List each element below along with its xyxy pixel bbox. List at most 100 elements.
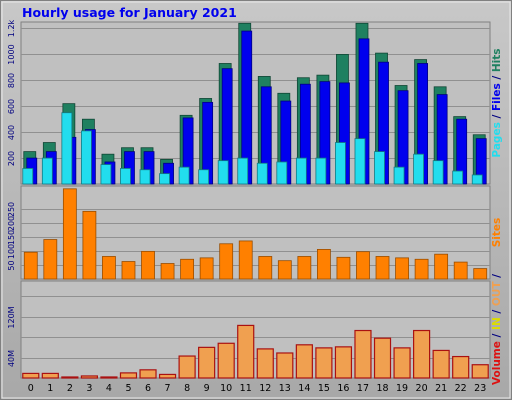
panel-usage: 200 400 600 800 1000 1.2k Pages / Files / Hits	[7, 19, 503, 185]
bar-pages-1	[41, 157, 53, 185]
bar-pages-21	[432, 160, 444, 185]
bar-volume-10	[217, 342, 235, 379]
side-label-part: Files	[491, 83, 503, 111]
x-tick-label-5: 5	[125, 383, 131, 394]
bar-volume-17	[354, 329, 372, 379]
bar-sites-23	[473, 268, 488, 280]
bar-sites-0	[23, 251, 38, 280]
x-tick-label-9: 9	[204, 383, 210, 394]
bar-volume-18	[373, 337, 392, 379]
x-axis-tick-labels: 0 1 2 3 4 5 6 7 8 9 10 11 12 13 14 15 16 17 18 19 20 21 22 23	[28, 383, 487, 394]
bar-sites-11	[238, 240, 253, 280]
x-tick-label-8: 8	[184, 383, 190, 394]
bar-pages-15	[315, 157, 327, 185]
bar-pages-2	[61, 112, 73, 185]
bar-pages-3	[80, 130, 92, 185]
side-label-part: OUT	[491, 281, 503, 306]
panels-layer: 200 400 600 800 1000 1.2k Pages / Files / Hits…	[7, 19, 503, 385]
x-tick-label-0: 0	[28, 383, 34, 394]
bar-volume-22	[452, 355, 470, 379]
x-tick-label-10: 10	[220, 383, 232, 394]
bar-pages-6	[139, 169, 151, 185]
bar-volume-23	[471, 364, 489, 379]
panel-volume-tick-label: 40M	[7, 350, 16, 367]
x-tick-label-19: 19	[396, 383, 408, 394]
bar-pages-20	[413, 153, 425, 185]
side-label-part: IN	[491, 317, 503, 330]
x-tick-label-18: 18	[376, 383, 388, 394]
panel-usage-tick-label: 400	[7, 125, 16, 140]
bar-volume-14	[295, 344, 313, 379]
bar-sites-7	[160, 263, 175, 280]
panel-volume-tick-label: 120M	[7, 306, 16, 328]
panel-sites-tick-label: 150	[7, 230, 16, 245]
bar-pages-18	[374, 151, 385, 185]
side-label-part: /	[491, 72, 503, 83]
x-tick-label-22: 22	[455, 383, 467, 394]
bar-sites-16	[336, 256, 351, 280]
panel-usage-tick-label: 600	[7, 99, 16, 114]
bar-pages-9	[198, 169, 210, 185]
bar-pages-13	[276, 161, 288, 185]
bar-pages-4	[100, 164, 112, 185]
bar-volume-4	[100, 376, 118, 379]
bar-pages-16	[335, 142, 346, 185]
bar-pages-10	[217, 160, 229, 185]
bar-volume-5	[119, 372, 138, 379]
bar-pages-8	[178, 166, 190, 185]
side-label-part: Volume	[491, 341, 503, 385]
bar-sites-1	[43, 239, 58, 280]
bar-pages-19	[393, 166, 405, 185]
side-label-part: /	[491, 306, 503, 317]
x-tick-label-1: 1	[47, 383, 53, 394]
bar-sites-21	[434, 253, 449, 280]
x-tick-label-12: 12	[259, 383, 271, 394]
x-tick-label-13: 13	[279, 383, 291, 394]
side-label-part: Pages	[491, 122, 503, 157]
bar-sites-17	[356, 251, 370, 280]
bar-volume-16	[334, 346, 353, 379]
panel-sites-tick-label: 100	[7, 244, 16, 259]
x-tick-label-3: 3	[86, 383, 92, 394]
bar-volume-8	[178, 355, 196, 379]
panel-volume-side-label: Volume / IN / OUT /	[491, 274, 503, 385]
bar-sites-14	[297, 256, 312, 280]
bar-sites-13	[277, 260, 292, 280]
bar-volume-15	[315, 347, 333, 379]
panel-sites-side-label: Sites	[491, 218, 503, 248]
bar-volume-3	[80, 375, 98, 379]
x-tick-label-4: 4	[106, 383, 112, 394]
side-label-part: /	[491, 330, 503, 341]
bar-sites-10	[219, 243, 234, 280]
chart-frame-inner	[1, 1, 511, 399]
chart-title: Hourly usage for January 2021	[22, 5, 237, 20]
bar-volume-0	[22, 372, 40, 379]
panel-sites-tick-label: 200	[7, 216, 16, 231]
bar-sites-19	[395, 257, 409, 280]
x-tick-label-17: 17	[357, 383, 369, 394]
bar-sites-22	[453, 261, 468, 280]
bar-sites-8	[180, 258, 195, 280]
panel-sites-tick-label: 50	[7, 260, 16, 270]
panel-usage-tick-label: 200	[7, 151, 16, 166]
bar-sites-3	[82, 210, 97, 280]
bar-volume-9	[198, 346, 216, 379]
side-label-part: /	[491, 111, 503, 122]
panel-volume: 40M 120M Volume / IN / OUT /	[7, 274, 503, 385]
bar-volume-6	[139, 369, 157, 379]
panel-volume-background	[20, 280, 491, 379]
bar-volume-20	[413, 329, 431, 379]
bar-sites-5	[121, 261, 136, 280]
x-tick-label-7: 7	[165, 383, 171, 394]
bar-pages-11	[237, 157, 249, 185]
panel-usage-background	[20, 21, 491, 185]
bar-sites-15	[316, 249, 331, 280]
bar-volume-1	[41, 372, 59, 379]
bar-volume-7	[158, 373, 177, 379]
bar-pages-7	[159, 173, 170, 185]
x-tick-label-6: 6	[145, 383, 151, 394]
x-tick-label-14: 14	[298, 383, 310, 394]
x-tick-label-23: 23	[474, 383, 486, 394]
bar-pages-22	[452, 170, 464, 185]
